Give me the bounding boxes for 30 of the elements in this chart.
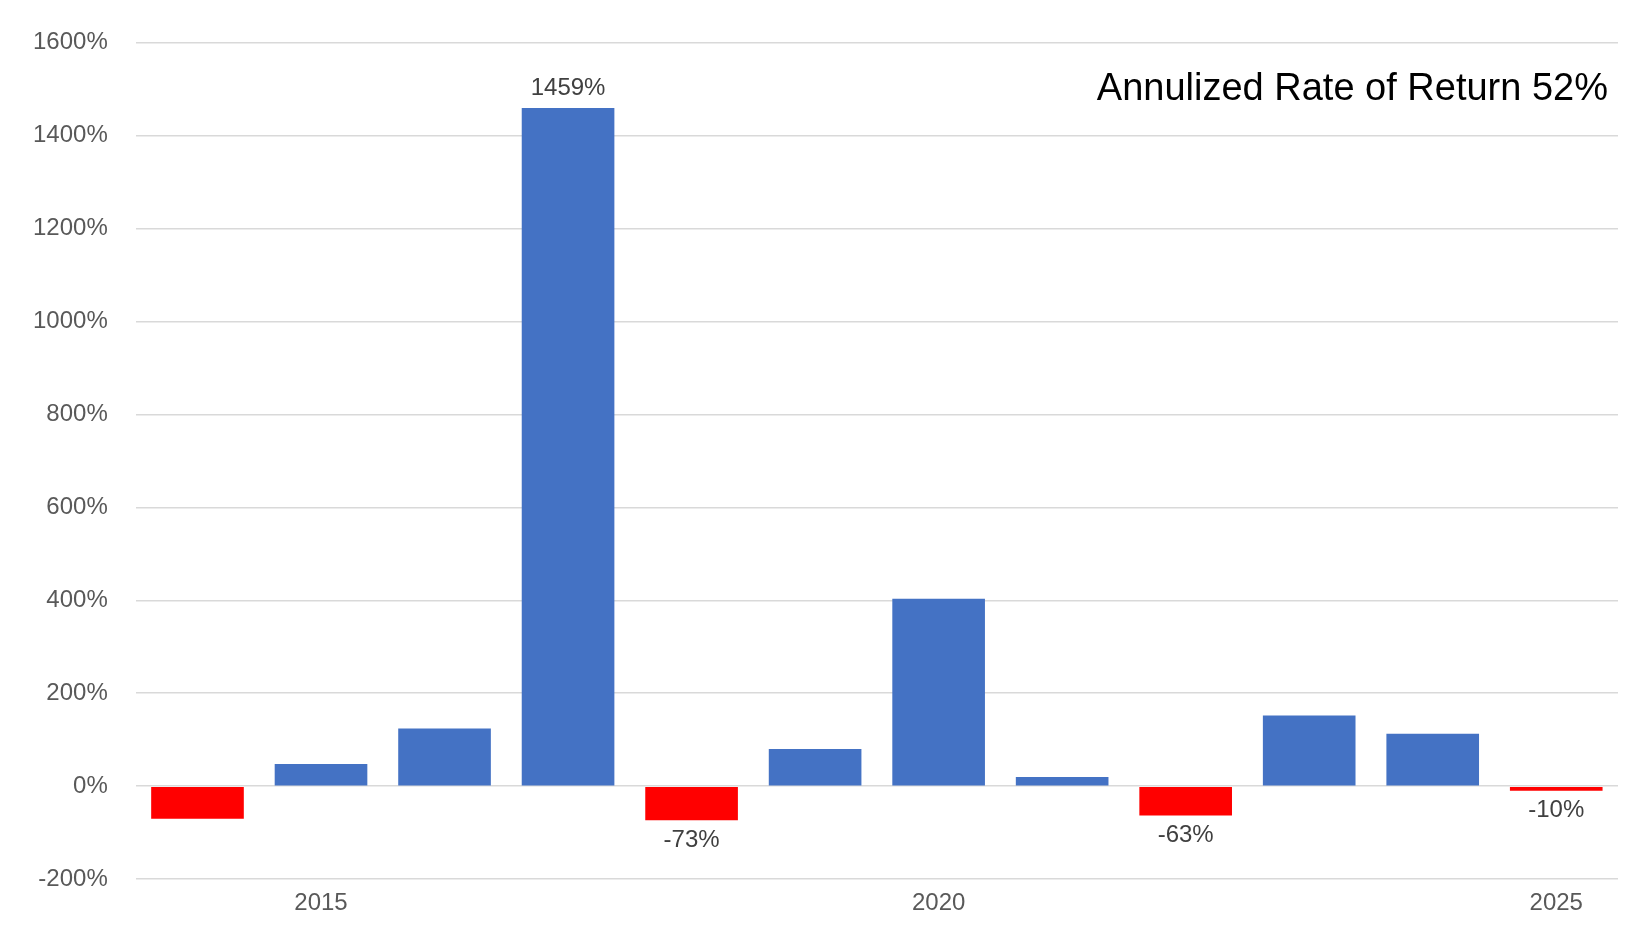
x-tick-label: 2025 [1529, 888, 1583, 916]
y-tick-label: 1000% [33, 305, 108, 333]
y-tick-label: -200% [38, 863, 108, 891]
y-tick-label: 0% [73, 770, 108, 798]
y-tick-label: 1400% [33, 120, 108, 147]
y-tick-label: 400% [46, 584, 108, 612]
bar [398, 728, 491, 786]
bar [521, 107, 615, 786]
y-tick-label: 200% [46, 677, 108, 705]
y-tick-label: 600% [46, 491, 108, 519]
bar [274, 763, 368, 786]
bar [892, 598, 985, 786]
bar [1509, 786, 1603, 791]
annotation: Annulized Rate of Return 52% [1096, 65, 1608, 108]
data-label: -73% [663, 824, 720, 852]
x-tick-label: 2020 [911, 888, 966, 916]
bar [1015, 776, 1109, 786]
data-label: -10% [1528, 795, 1585, 823]
y-tick-label: 800% [46, 398, 108, 426]
bar [151, 786, 244, 819]
bar [645, 786, 738, 821]
y-tick-label: 1200% [33, 212, 108, 240]
x-tick-label: 2015 [294, 888, 348, 916]
data-label: 1459% [530, 72, 606, 100]
bar [1386, 733, 1480, 786]
bar [1262, 715, 1356, 786]
data-label: -63% [1157, 820, 1214, 848]
bar [1139, 786, 1232, 816]
y-tick-label: 1600% [33, 27, 108, 55]
bar [768, 749, 862, 786]
